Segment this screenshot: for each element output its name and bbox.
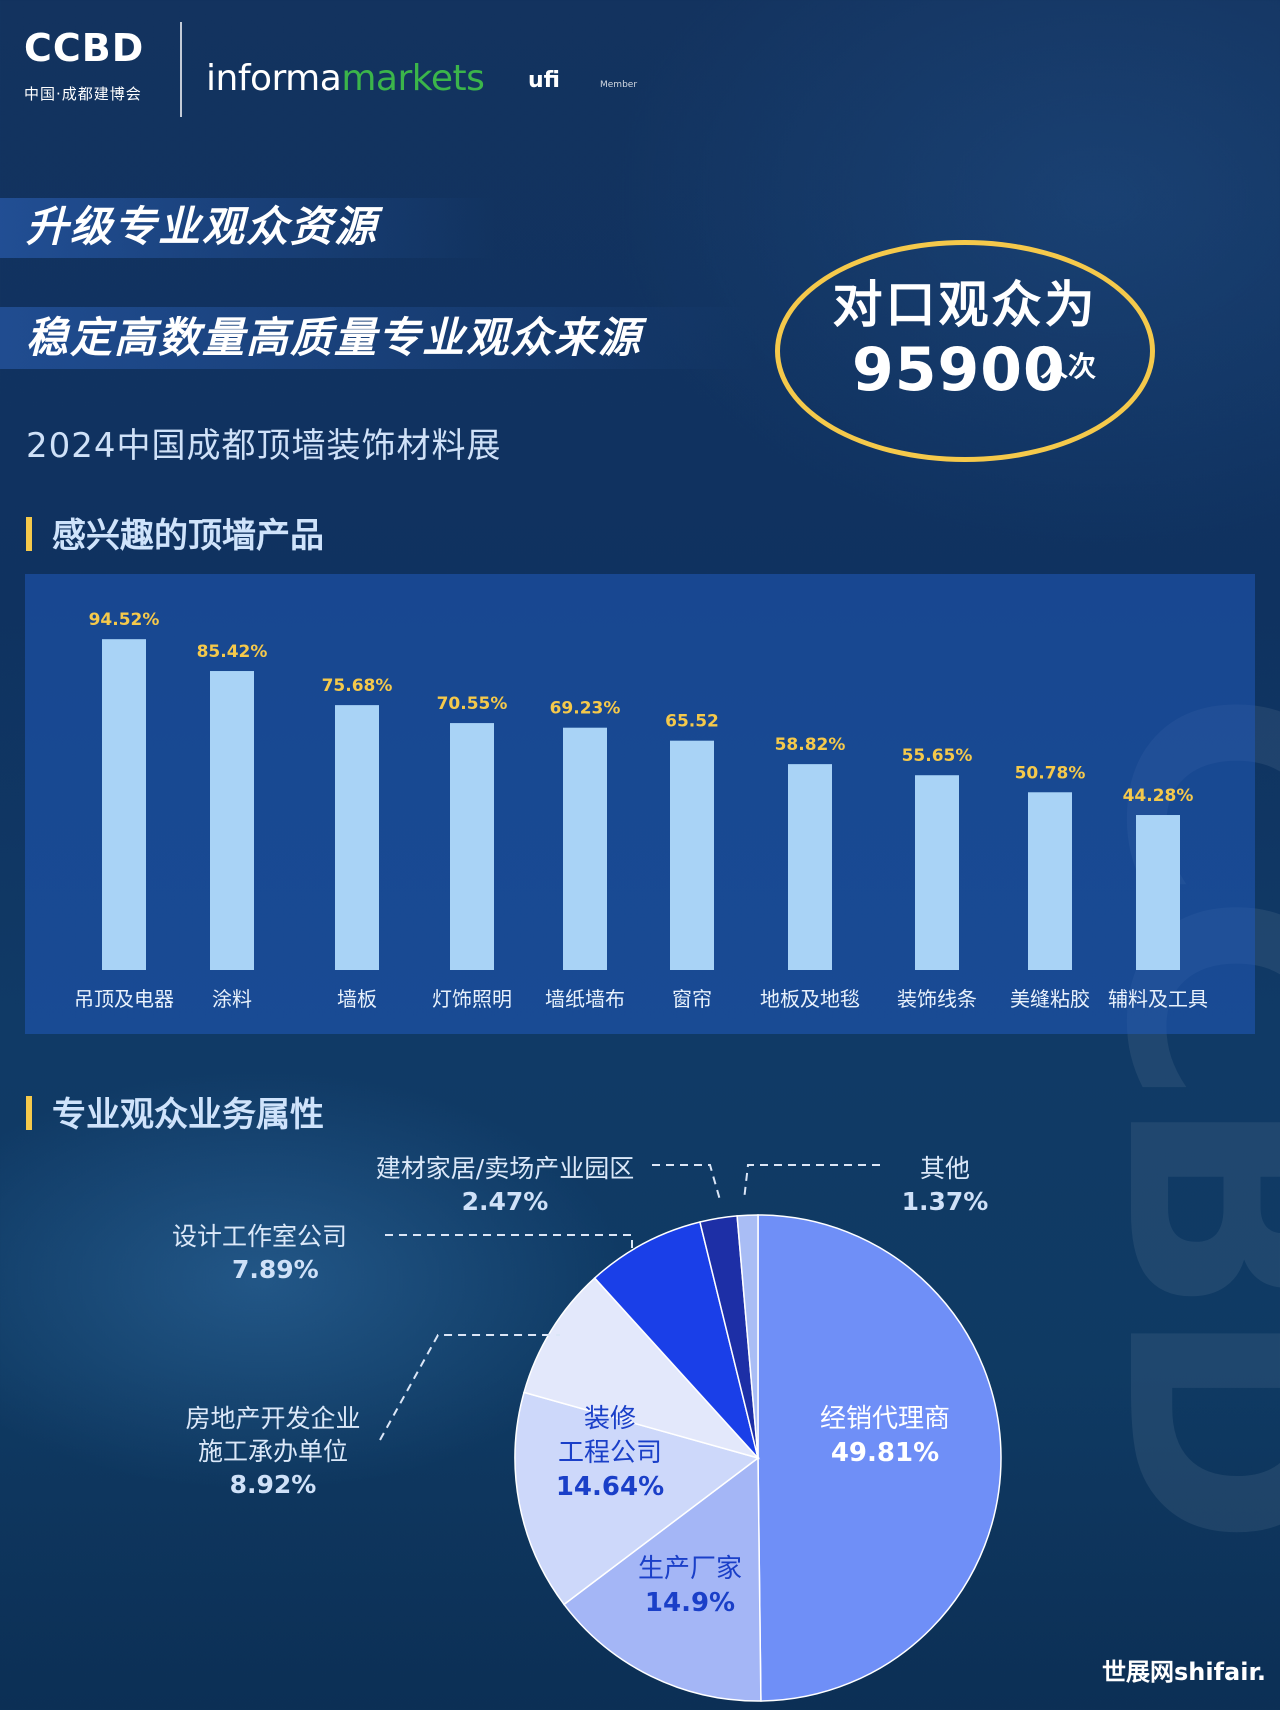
bar-value-label-5: 69.23% — [550, 699, 621, 719]
section-title-products: 感兴趣的顶墙产品 — [26, 508, 324, 557]
pie-label-design-studio: 设计工作室公司 7.89% — [172, 1220, 392, 1286]
bar-value-label-2: 85.42% — [197, 642, 268, 662]
bar-category-label-1: 吊顶及电器 — [74, 987, 174, 1011]
leader-line-other — [743, 1164, 880, 1201]
pie-label-decoration-value: 14.64% — [555, 1472, 665, 1502]
pie-label-real-estate-name-1: 房地产开发企业 — [185, 1404, 361, 1433]
bar-10 — [1136, 815, 1180, 970]
pie-chart — [379, 1164, 1002, 1702]
pie-slice-5 — [593, 1221, 759, 1459]
bar-chart-panel: 94.52% 吊顶及电器 85.42% 涂料 75.68% 墙板 70.55% 灯饰照明 69.… — [25, 574, 1255, 1034]
bar-category-label-5: 墙纸墙布 — [545, 987, 625, 1011]
bar-category-label-10: 辅料及工具 — [1108, 987, 1208, 1011]
leader-line-building-materials — [652, 1164, 721, 1201]
bar-1 — [102, 639, 146, 970]
bar-2 — [210, 671, 254, 970]
pie-label-building-materials-value: 2.47% — [461, 1187, 549, 1216]
pie-label-real-estate-name-2: 施工承办单位 — [197, 1437, 348, 1466]
bar-value-label-9: 50.78% — [1015, 763, 1086, 783]
ccbd-logo-fineprint — [24, 70, 134, 77]
bar-value-label-4: 70.55% — [437, 694, 508, 714]
bar-category-label-7: 地板及地毯 — [760, 987, 860, 1011]
pie-slice-4 — [523, 1277, 761, 1460]
bar-chart: 94.52% 吊顶及电器 85.42% 涂料 75.68% 墙板 70.55% 灯饰照明 69.… — [74, 610, 1208, 1011]
pie-slice-7 — [736, 1214, 759, 1459]
pie-label-building-materials: 建材家居/卖场产业园区 2.47% — [335, 1152, 675, 1218]
highlight-unit: 人次 — [1040, 350, 1097, 383]
pie-label-building-materials-name: 建材家居/卖场产业园区 — [375, 1154, 635, 1183]
bar-7 — [788, 764, 832, 970]
pie-label-other-name: 其他 — [919, 1154, 970, 1183]
headline-2: 稳定高数量高质量专业观众来源 — [0, 307, 756, 369]
ccbd-logo-cn: 中国·成都建博会 — [24, 85, 142, 103]
bar-category-label-3: 墙板 — [337, 987, 377, 1011]
section-title-products-text: 感兴趣的顶墙产品 — [52, 516, 324, 556]
pie-label-decoration-name-1: 装修 — [583, 1404, 636, 1434]
footer-watermark: 世展网shifair. — [1102, 1658, 1266, 1686]
bar-value-label-10: 44.28% — [1123, 786, 1194, 806]
pie-label-manufacturers: 生产厂家 14.9% — [610, 1552, 770, 1620]
exhibition-subtitle: 2024中国成都顶墙装饰材料展 — [26, 426, 502, 466]
bar-category-label-9: 美缝粘胶 — [1010, 987, 1090, 1011]
bar-9 — [1028, 792, 1072, 970]
pie-label-dealers-value: 49.81% — [830, 1438, 940, 1468]
leader-line-design-studio — [385, 1234, 633, 1248]
section-title-audience-text: 专业观众业务属性 — [52, 1095, 324, 1135]
pie-slice-1 — [757, 1214, 1002, 1702]
pie-label-design-studio-value: 7.89% — [232, 1255, 319, 1284]
bar-category-label-6: 窗帘 — [672, 987, 712, 1011]
bar-8 — [915, 775, 959, 970]
bar-4 — [450, 723, 494, 970]
informa-markets-logo: informamarkets — [206, 58, 485, 99]
ufi-member-text: Member — [600, 80, 638, 90]
pie-label-other-value: 1.37% — [901, 1187, 989, 1216]
highlight-oval — [775, 240, 1155, 462]
pie-label-decoration-name-2: 工程公司 — [557, 1438, 662, 1468]
pie-label-real-estate: 房地产开发企业 施工承办单位 8.92% — [168, 1402, 378, 1501]
pie-label-dealers: 经销代理商 49.81% — [795, 1402, 975, 1470]
section-title-audience: 专业观众业务属性 — [26, 1087, 324, 1136]
ccbd-logo: CCBD 中国·成都建博会 — [24, 28, 174, 123]
bar-3 — [335, 705, 379, 970]
pie-slice-3 — [514, 1391, 760, 1606]
highlight-title: 对口观众为 — [832, 276, 1098, 334]
ccbd-logo-word: CCBD — [24, 26, 145, 70]
informa-word: informa — [206, 58, 342, 99]
pie-label-dealers-name: 经销代理商 — [819, 1404, 950, 1434]
bar-category-label-8: 装饰线条 — [897, 987, 977, 1011]
headline-1: 升级专业观众资源 — [0, 198, 496, 258]
bar-value-label-3: 75.68% — [322, 676, 393, 696]
leader-line-real-estate — [379, 1334, 560, 1441]
pie-label-manufacturers-value: 14.9% — [644, 1588, 736, 1618]
pie-label-decoration: 装修 工程公司 14.64% — [530, 1402, 690, 1504]
bar-value-label-8: 55.65% — [902, 746, 973, 766]
section-accent-bar — [26, 516, 32, 551]
bar-category-label-4: 灯饰照明 — [432, 987, 512, 1011]
header-divider — [180, 22, 182, 117]
bar-category-label-2: 涂料 — [212, 987, 252, 1011]
pie-chart-area: 建材家居/卖场产业园区 2.47% 其他 1.37% 设计工作室公司 7.89%… — [0, 1140, 1280, 1710]
pie-label-other: 其他 1.37% — [885, 1152, 1005, 1218]
bar-6 — [670, 740, 714, 970]
pie-label-manufacturers-name: 生产厂家 — [637, 1554, 742, 1584]
section-accent-bar — [26, 1095, 32, 1130]
bar-value-label-7: 58.82% — [775, 735, 846, 755]
ufi-logo: ufi — [528, 68, 560, 93]
pie-label-design-studio-name: 设计工作室公司 — [172, 1222, 348, 1251]
highlight-number: 95900 — [852, 335, 1066, 405]
pie-label-real-estate-value: 8.92% — [229, 1470, 317, 1499]
bar-5 — [563, 727, 607, 970]
pie-slice-2 — [562, 1456, 762, 1702]
bar-value-label-6: 65.52 — [665, 712, 719, 732]
bar-value-label-1: 94.52% — [89, 610, 160, 630]
markets-word: markets — [341, 58, 485, 99]
